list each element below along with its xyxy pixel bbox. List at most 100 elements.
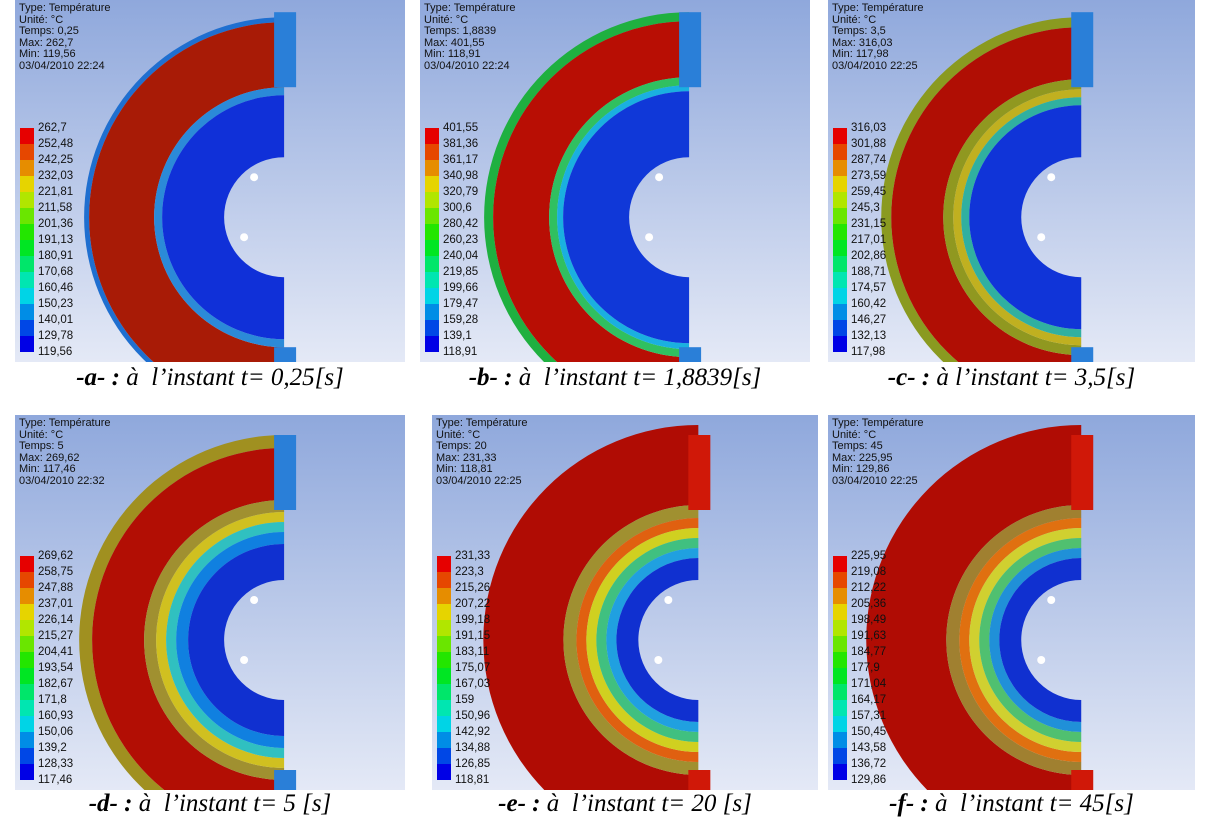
caption-text: à l’instant t= 45[s]: [934, 790, 1134, 817]
pad-slot: [1071, 347, 1094, 362]
legend-value: 215,26: [455, 582, 491, 594]
legend-value: 159,28: [443, 314, 479, 326]
legend-swatch: [20, 716, 34, 732]
caption-text: à l’instant t= 3,5[s]: [936, 364, 1136, 391]
legend-swatch: [20, 620, 34, 636]
header-line: Type: Température: [19, 2, 111, 14]
legend-value: 280,42: [443, 218, 479, 230]
legend-swatch: [833, 572, 847, 588]
header: Type: Température Unité: °C Temps: 1,8839 M…: [424, 2, 516, 72]
legend-value: 182,67: [38, 678, 74, 690]
legend-value: 146,27: [851, 314, 887, 326]
legend-swatch: [833, 176, 847, 192]
header-line: Type: Température: [436, 417, 528, 429]
caption-label: -c- :: [887, 364, 931, 391]
legend-value: 183,11: [455, 646, 490, 658]
caption-text: à l’instant t= 20 [s]: [546, 790, 752, 817]
legend-swatch: [20, 256, 34, 272]
header: Type: Température Unité: °C Temps: 0,25 Max…: [19, 2, 111, 72]
caption: -f- : à l’instant t= 45[s]: [828, 790, 1195, 818]
legend-value: 211,58: [38, 202, 73, 214]
legend-swatch: [20, 684, 34, 700]
legend-swatch: [20, 572, 34, 588]
legend-value: 215,27: [38, 630, 74, 642]
legend-value: 191,63: [851, 630, 887, 642]
legend-value: 118,91: [443, 346, 478, 358]
legend-swatch: [437, 732, 451, 748]
legend-value: 126,85: [455, 758, 491, 770]
legend-value: 205,36: [851, 598, 887, 610]
header-line: Unité: °C: [424, 13, 469, 26]
legend-value: 231,33: [455, 550, 491, 562]
legend-value: 202,86: [851, 250, 887, 262]
header-line: Temps: 3,5: [832, 25, 886, 37]
result-panel: Type: Température Unité: °C Temps: 5 Max: 2…: [15, 415, 405, 790]
disc-ring: [616, 558, 699, 722]
legend-swatch: [20, 700, 34, 716]
legend-swatch: [20, 192, 34, 208]
disc-ring: [162, 95, 285, 340]
header-line: Unité: °C: [19, 428, 64, 441]
legend-swatch: [833, 192, 847, 208]
legend-value: 118,81: [455, 774, 490, 786]
legend-swatch: [20, 764, 34, 780]
legend-value: 260,23: [443, 234, 479, 246]
caption: -d- : à l’instant t= 5 [s]: [15, 790, 405, 818]
legend-swatch: [20, 304, 34, 320]
header-line: Unité: °C: [19, 13, 64, 26]
legend-swatch: [425, 272, 439, 288]
legend-swatch: [437, 716, 451, 732]
legend-value: 171,8: [38, 694, 67, 706]
header-line: 03/04/2010 22:25: [832, 59, 918, 72]
result-panel: Type: Température Unité: °C Temps: 1,8839 M…: [420, 0, 810, 362]
legend-value: 226,14: [38, 614, 74, 626]
legend-swatch: [425, 176, 439, 192]
header: Type: Température Unité: °C Temps: 45 Max: …: [832, 417, 924, 487]
legend-value: 175,07: [455, 662, 491, 674]
caption: -e- : à l’instant t= 20 [s]: [432, 790, 818, 818]
legend-value: 259,45: [851, 186, 887, 198]
header-line: Temps: 20: [436, 440, 487, 452]
legend-swatch: [20, 320, 34, 336]
legend-swatch: [437, 572, 451, 588]
pad-slot: [274, 770, 297, 790]
bolt-hole: [240, 656, 249, 664]
disc-ring: [79, 435, 285, 790]
disc-ring: [493, 21, 690, 362]
caption-text: à l’instant t= 5 [s]: [138, 790, 332, 817]
header-line: 03/04/2010 22:32: [19, 474, 105, 487]
legend-swatch: [20, 588, 34, 604]
legend-value: 179,47: [443, 298, 479, 310]
legend-value: 160,93: [38, 710, 74, 722]
legend-value: 129,78: [38, 330, 74, 342]
legend-swatch: [20, 160, 34, 176]
legend-value: 150,06: [38, 726, 74, 738]
legend-value: 167,03: [455, 678, 491, 690]
legend-swatch: [425, 256, 439, 272]
legend-value: 219,08: [851, 566, 887, 578]
legend-swatch: [437, 652, 451, 668]
header-line: Max: 401,55: [424, 36, 485, 49]
legend-value: 231,15: [851, 218, 887, 230]
legend-swatch: [20, 604, 34, 620]
header-line: Type: Température: [832, 2, 924, 14]
disc-ring: [606, 548, 699, 732]
legend-value: 160,42: [851, 298, 887, 310]
legend-value: 287,74: [851, 154, 887, 166]
legend-swatch: [833, 556, 847, 572]
header-line: Max: 269,62: [19, 451, 80, 464]
legend-value: 204,41: [38, 646, 74, 658]
disc-ring: [866, 425, 1082, 790]
legend-swatch: [437, 556, 451, 572]
header-line: Type: Température: [19, 417, 111, 429]
bolt-hole: [1037, 656, 1046, 664]
caption-label: -e- :: [498, 790, 541, 817]
legend-value: 139,2: [38, 742, 67, 754]
legend-value: 180,91: [38, 250, 74, 262]
legend-value: 301,88: [851, 138, 887, 150]
legend-value: 129,86: [851, 774, 887, 786]
legend-value: 262,7: [38, 122, 67, 134]
header-line: Type: Température: [424, 2, 516, 14]
header-line: Unité: °C: [832, 13, 877, 26]
pad-slot: [688, 435, 711, 510]
